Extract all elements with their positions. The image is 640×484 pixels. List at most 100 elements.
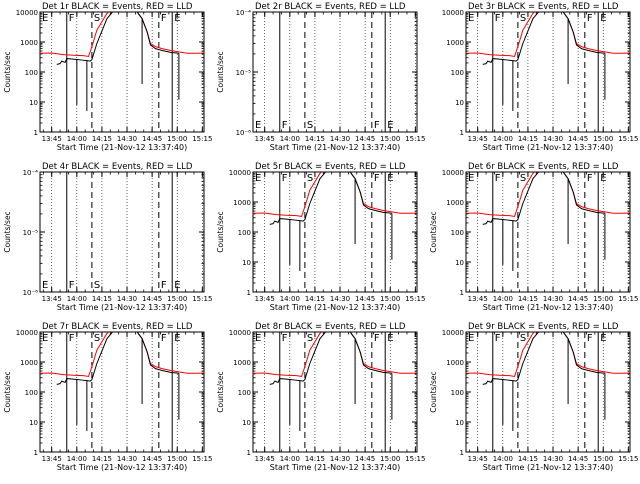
plot-frame (39, 11, 205, 133)
interval-marker-label: S (94, 13, 100, 24)
y-tick-label: 10⁻⁶ (236, 129, 252, 137)
interval-marker-label: E (42, 13, 48, 24)
x-tick-label: 13:45 (255, 135, 275, 143)
x-tick-label: 13:45 (42, 295, 62, 303)
y-tick-label: 1 (460, 449, 464, 457)
x-tick-label: 14:30 (117, 295, 137, 303)
interval-marker-label: F (495, 13, 501, 24)
x-tick-label: 14:00 (493, 135, 513, 143)
interval-marker-label: S (307, 173, 313, 184)
events-series-line (482, 172, 605, 225)
y-tick-label: 100 (238, 389, 251, 397)
y-axis-label: Counts/sec (216, 51, 225, 92)
x-tick-label: 15:00 (167, 135, 187, 143)
interval-marker-label: E (255, 333, 261, 344)
x-tick-label: 13:45 (468, 135, 488, 143)
y-tick-label: 10000 (16, 9, 38, 17)
interval-marker-label: E (255, 173, 261, 184)
interval-marker-label: S (307, 120, 313, 131)
y-tick-label: 10 (242, 259, 251, 267)
interval-marker-label: F (374, 173, 380, 184)
interval-marker-label: F (69, 333, 75, 344)
panel-title: Det 5r BLACK = Events, RED = LLD (255, 162, 406, 172)
plot-frame (465, 171, 631, 293)
y-tick-label: 10000 (16, 329, 38, 337)
y-tick-label: 10000 (229, 169, 251, 177)
y-tick-label: 1000 (446, 359, 464, 367)
x-tick-label: 14:00 (67, 135, 87, 143)
x-tick-label: 15:15 (618, 295, 638, 303)
events-series-line (482, 332, 605, 385)
interval-marker-label: E (600, 333, 606, 344)
panel-title: Det 2r BLACK = Events, RED = LLD (255, 2, 406, 12)
x-tick-label: 14:15 (92, 455, 112, 463)
x-tick-label: 15:00 (380, 455, 400, 463)
x-tick-label: 14:45 (355, 295, 375, 303)
x-tick-label: 14:00 (280, 295, 300, 303)
y-tick-label: 100 (451, 389, 464, 397)
x-tick-label: 15:00 (380, 135, 400, 143)
x-tick-label: 14:00 (67, 295, 87, 303)
interval-marker-label: F (587, 13, 593, 24)
detector-panel: Det 3r BLACK = Events, RED = LLD 1 10 100 10… (442, 2, 639, 152)
y-tick-label: 1 (247, 449, 251, 457)
series-group (253, 172, 417, 272)
x-axis-label: Start Time (21-Nov-12 13:37:40) (483, 463, 613, 472)
series-group (466, 332, 630, 432)
x-tick-label: 15:15 (618, 455, 638, 463)
x-tick-label: 15:00 (593, 455, 613, 463)
x-tick-label: 14:30 (543, 295, 563, 303)
x-tick-label: 13:45 (255, 455, 275, 463)
events-series-line (56, 332, 179, 385)
y-tick-label: 1000 (446, 39, 464, 47)
lld-series-line (253, 332, 417, 378)
y-tick-label: 10⁻⁴ (23, 169, 39, 177)
detector-panel: Det 2r BLACK = Events, RED = LLD 10⁻⁶ 10⁻⁵… (216, 2, 425, 152)
plot-frame (252, 171, 418, 293)
x-tick-label: 14:45 (142, 295, 162, 303)
interval-marker-label: E (42, 333, 48, 344)
y-axis-label: Counts/sec (3, 211, 12, 252)
x-tick-label: 13:45 (42, 135, 62, 143)
plot-frame (252, 11, 418, 133)
lld-series-line (40, 12, 204, 58)
series-group (466, 12, 630, 112)
x-tick-label: 15:00 (167, 295, 187, 303)
x-tick-label: 14:30 (330, 455, 350, 463)
plot-frame (252, 331, 418, 453)
interval-marker-label: E (387, 173, 393, 184)
x-tick-label: 14:15 (92, 135, 112, 143)
x-tick-label: 14:15 (518, 295, 538, 303)
x-tick-label: 13:45 (468, 295, 488, 303)
series-group (466, 172, 630, 272)
lld-series-line (466, 172, 630, 218)
x-tick-label: 14:15 (305, 295, 325, 303)
y-tick-label: 100 (451, 229, 464, 237)
panel-title: Det 7r BLACK = Events, RED = LLD (42, 322, 193, 332)
x-tick-label: 15:00 (593, 295, 613, 303)
interval-marker-label: E (468, 13, 474, 24)
x-axis-label: Start Time (21-Nov-12 13:37:40) (483, 303, 613, 312)
x-axis-label: Start Time (21-Nov-12 13:37:40) (270, 463, 400, 472)
lld-series-line (253, 172, 417, 218)
x-tick-label: 15:00 (167, 455, 187, 463)
series-group (253, 332, 417, 432)
interval-marker-label: S (520, 173, 526, 184)
x-tick-label: 14:30 (543, 455, 563, 463)
detector-panel: Det 5r BLACK = Events, RED = LLD 1 10 100 10… (216, 162, 425, 312)
x-tick-label: 14:45 (568, 295, 588, 303)
y-tick-label: 1 (247, 289, 251, 297)
y-tick-label: 1000 (233, 359, 251, 367)
x-tick-label: 14:15 (518, 135, 538, 143)
y-axis-label: Counts/sec (216, 211, 225, 252)
y-tick-label: 10 (29, 419, 38, 427)
y-tick-label: 10 (455, 259, 464, 267)
y-tick-label: 10 (455, 99, 464, 107)
interval-marker-label: E (255, 120, 261, 131)
x-tick-label: 14:30 (543, 135, 563, 143)
y-tick-label: 10⁻⁶ (23, 289, 39, 297)
interval-marker-label: E (387, 120, 393, 131)
x-axis-label: Start Time (21-Nov-12 13:37:40) (483, 143, 613, 152)
x-tick-label: 14:30 (330, 295, 350, 303)
